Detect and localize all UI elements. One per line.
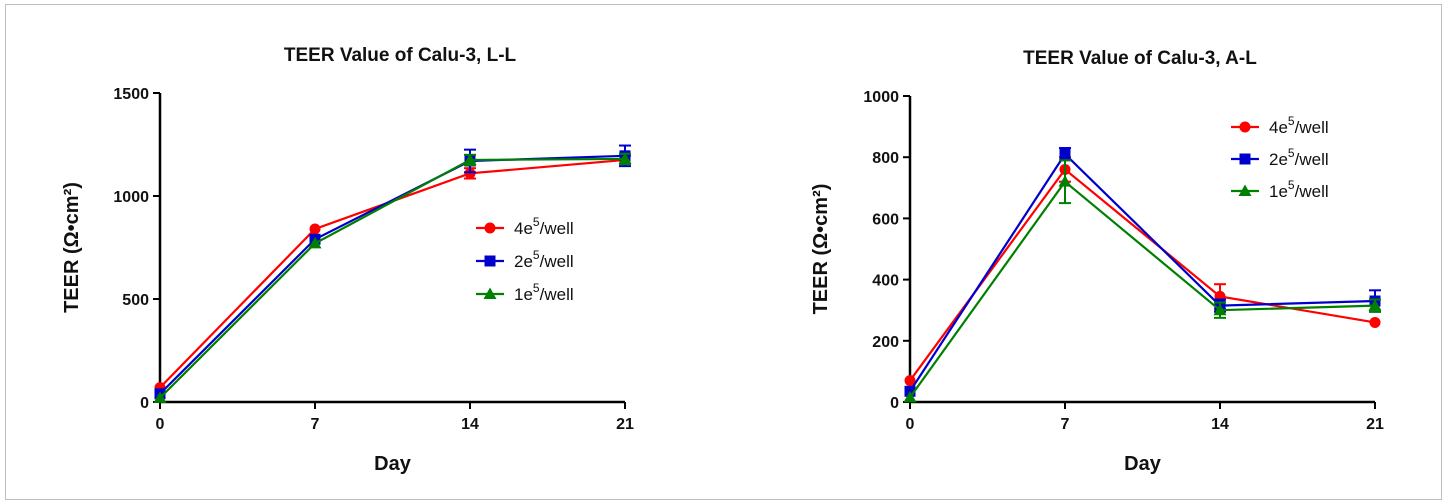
y-axis-label: TEER (Ω•cm²) <box>810 184 832 315</box>
legend-marker <box>1239 153 1251 165</box>
y-tick-label: 600 <box>872 211 899 228</box>
x-axis-label: Day <box>1124 453 1162 475</box>
data-point <box>1059 148 1071 160</box>
data-point <box>904 375 916 387</box>
y-tick-label: 500 <box>122 292 149 309</box>
figure-frame <box>5 4 1442 500</box>
legend-entry: 2e5/well <box>1231 146 1329 169</box>
legend-entry: 4e5/well <box>1231 114 1329 137</box>
series-line <box>159 154 626 395</box>
legend-marker <box>483 287 497 299</box>
series-line <box>159 157 626 399</box>
data-point <box>903 390 917 403</box>
series-square <box>154 144 631 400</box>
x-tick-label: 7 <box>311 416 320 433</box>
data-point <box>309 223 321 235</box>
x-tick-label: 14 <box>1211 416 1229 433</box>
y-axis-label: TEER (Ω•cm²) <box>61 182 83 313</box>
x-tick-label: 0 <box>156 416 165 433</box>
data-point <box>1368 299 1382 311</box>
legend-entry: 2e5/well <box>476 248 574 271</box>
data-point <box>463 153 477 165</box>
series-triangle <box>903 159 1382 403</box>
data-point <box>1058 175 1072 187</box>
legend-entry: 1e5/well <box>1231 178 1329 201</box>
y-tick-label: 0 <box>890 395 899 412</box>
legend-marker <box>1239 121 1251 133</box>
chart-1: TEER Value of Calu-3, L-L 0 500 1000 1500 0 7 1… <box>61 45 634 475</box>
y-tick-label: 800 <box>872 150 899 167</box>
y-tick-label: 1000 <box>863 89 899 106</box>
legend-marker <box>484 222 496 234</box>
legend-label: 4e5/well <box>1269 114 1329 137</box>
legend-label: 4e5/well <box>514 215 574 238</box>
series-line <box>909 152 1376 392</box>
x-tick-label: 21 <box>616 416 634 433</box>
series-circle <box>154 154 631 394</box>
series-triangle <box>153 152 632 403</box>
series-line <box>909 167 1376 382</box>
legend-marker <box>1238 184 1252 196</box>
legend-label: 2e5/well <box>514 248 574 271</box>
data-point <box>1213 303 1227 316</box>
legend-entry: 1e5/well <box>476 281 574 304</box>
chart-title: TEER Value of Calu-3, A-L <box>1023 48 1257 69</box>
x-tick-label: 7 <box>1061 416 1070 433</box>
x-tick-label: 21 <box>1366 416 1384 433</box>
chart-title: TEER Value of Calu-3, L-L <box>284 45 517 66</box>
legend-label: 2e5/well <box>1269 146 1329 169</box>
x-tick-label: 0 <box>906 416 915 433</box>
y-tick-label: 200 <box>872 334 899 351</box>
legend-entry: 4e5/well <box>476 215 574 238</box>
legend-label: 1e5/well <box>514 281 574 304</box>
data-point <box>1369 316 1381 328</box>
x-axis-label: Day <box>374 453 412 475</box>
legend-label: 1e5/well <box>1269 178 1329 201</box>
series-line <box>909 180 1376 399</box>
chart-2: TEER Value of Calu-3, A-L 0 200 400 600 800 10… <box>810 48 1384 475</box>
series-line <box>159 158 626 389</box>
legend-marker <box>484 255 496 267</box>
data-point <box>308 236 322 249</box>
y-tick-label: 400 <box>872 273 899 290</box>
data-point <box>618 152 632 164</box>
x-tick-label: 14 <box>461 416 479 433</box>
y-tick-label: 1000 <box>113 189 149 206</box>
y-tick-label: 1500 <box>113 86 149 103</box>
y-tick-label: 0 <box>140 395 149 412</box>
data-point <box>153 391 167 403</box>
data-point <box>464 167 476 179</box>
